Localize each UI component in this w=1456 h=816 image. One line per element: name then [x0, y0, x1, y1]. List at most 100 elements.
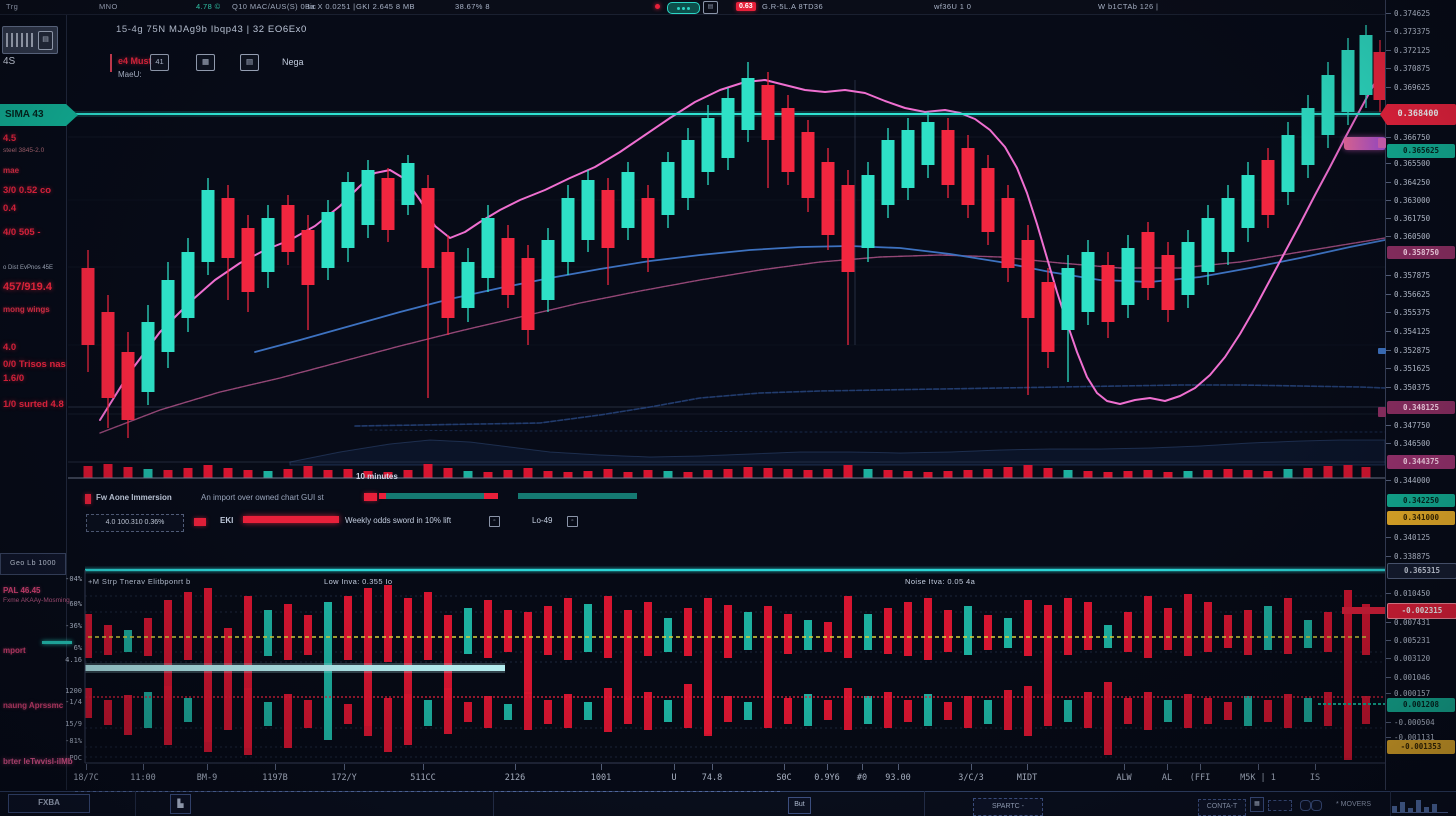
- legend-red-chip: [364, 493, 377, 501]
- time-tick-label: BM-9: [196, 773, 218, 783]
- watchlist-row: 1.6/0: [3, 373, 25, 384]
- account-box[interactable]: FXBA: [8, 794, 90, 813]
- right-price-axis[interactable]: 0.374625 0.373375 0.372125 0.370875 0.369625…: [1378, 0, 1456, 790]
- mini-toolbar[interactable]: ▤: [2, 26, 58, 54]
- spartc-button[interactable]: SPARTC -: [973, 798, 1043, 816]
- price-badge: -0.001353: [1387, 740, 1455, 754]
- chart-settings-icon[interactable]: ▤: [38, 30, 53, 50]
- price-tick-label: 0.365500: [1385, 159, 1431, 168]
- watchlist-row: 4/0 505 -: [3, 227, 41, 238]
- bars-button[interactable]: But: [788, 797, 811, 814]
- time-tick-label: U: [671, 773, 677, 783]
- price-tick-label: 0.357875: [1385, 271, 1431, 280]
- time-tick: [1315, 764, 1316, 770]
- watchlist-row: 457/919.4: [3, 281, 52, 293]
- toolbar-stat: Trg: [6, 2, 19, 11]
- price-tick-label: 0.355375: [1385, 308, 1431, 317]
- legend-swatch-icon: [85, 494, 91, 504]
- oscillator-tick-label: -04%: [65, 575, 82, 583]
- price-tick-label: 0.360500: [1385, 232, 1431, 241]
- time-tick-label: 18/7C: [73, 773, 99, 783]
- header-menu-label[interactable]: Nega: [282, 57, 304, 67]
- header-divider: [110, 54, 112, 72]
- checkbox-2[interactable]: ▫: [567, 516, 578, 527]
- toolbar-stat: G.R-5L.A 8TD36: [762, 2, 824, 11]
- contract-button[interactable]: CONTA-T: [1198, 799, 1246, 816]
- sidebar-section-header[interactable]: Geo Lb 1000: [0, 553, 66, 575]
- grid-view-icon[interactable]: ▦: [196, 54, 215, 71]
- time-tick-label: IS: [1309, 773, 1321, 783]
- price-tick-label: 0.374625: [1385, 9, 1431, 18]
- oscillator-title[interactable]: +M Strp Tnerav Elitbponrt b: [88, 577, 191, 586]
- price-tick-label: 0.363000: [1385, 196, 1431, 205]
- calendar-icon[interactable]: ▦: [1250, 797, 1264, 812]
- price-tick-label: 0.361750: [1385, 214, 1431, 223]
- top-toolbar: Trg MNO 4.78 © Q10 MAC/AUS(S) 0 tic Ba X 0.0…: [0, 0, 1385, 15]
- layout-icon[interactable]: ▤: [240, 54, 259, 71]
- time-tick: [207, 764, 208, 770]
- price-badge: 0.365315: [1387, 563, 1456, 579]
- red-progress-bar: [243, 516, 339, 523]
- image-icon[interactable]: ▙: [170, 794, 191, 814]
- oscillator-tick-label: -81%: [65, 737, 82, 745]
- time-tick-label: 2126: [504, 773, 526, 783]
- time-tick: [827, 764, 828, 770]
- toggle-pill-button[interactable]: [667, 2, 700, 14]
- price-tick-label: 0.347750: [1385, 421, 1431, 430]
- window-icon[interactable]: ▤: [703, 1, 718, 14]
- volume-pane-label: 10 minutes: [356, 472, 398, 481]
- price-tick-label: 0.007431: [1385, 618, 1431, 627]
- price-tick-label: 0.338875: [1385, 552, 1431, 561]
- indicator-level-badge[interactable]: SIMA 43: [0, 104, 78, 126]
- time-tick: [971, 764, 972, 770]
- time-tick-label: 93.00: [885, 773, 911, 783]
- legend-row2-note: Weekly odds sword in 10% lift: [345, 516, 452, 525]
- header-sub-label: MaeU:: [118, 70, 142, 79]
- stat-chip[interactable]: 4.0 100.310 0.36%: [86, 514, 184, 532]
- price-tick-label: 0.010450: [1385, 589, 1431, 598]
- legend-row1-label[interactable]: Fw Aone Immersion: [96, 493, 172, 502]
- toolbar-stat: wf36U 1 0: [934, 2, 972, 11]
- movers-label[interactable]: * MOVERS: [1336, 801, 1372, 808]
- time-tick-label: M5K | 1: [1240, 773, 1276, 783]
- gradient-price-tag: [1344, 137, 1386, 150]
- time-tick: [601, 764, 602, 770]
- list-pill-button[interactable]: [1268, 800, 1292, 811]
- oscillator-low-label: Low Inva: 0.355 Io: [324, 577, 393, 586]
- interval-button[interactable]: 41: [150, 54, 169, 71]
- oscillator-tick-label: -36%: [65, 622, 82, 630]
- oscillator-noise-label: Noise Itva: 0.05 4a: [905, 577, 976, 586]
- toolbar-stat: MNO: [99, 2, 118, 11]
- toggle-a-button[interactable]: [1300, 800, 1311, 811]
- toolbar-stat: W b1CTAb 126 |: [1098, 2, 1159, 11]
- toggle-b-button[interactable]: [1311, 800, 1322, 811]
- watchlist-row: 0/0 Trisos nas: [3, 359, 66, 370]
- time-tick: [1167, 764, 1168, 770]
- teal-indicator-dash: [42, 641, 72, 644]
- time-tick-label: ALW: [1116, 773, 1132, 783]
- legend-row1-note: An import over owned chart GUI st: [201, 493, 324, 502]
- volume-series: [83, 464, 1371, 478]
- oscillator-lower-bars: [85, 680, 1370, 758]
- time-tick: [898, 764, 899, 770]
- price-badge: 0.341000: [1387, 511, 1455, 525]
- price-tick-label: 0.003120: [1385, 654, 1431, 663]
- price-tick-label: 0.364250: [1385, 178, 1431, 187]
- price-tick-label: 0.372125: [1385, 46, 1431, 55]
- time-tick-label: 172/Y: [331, 773, 357, 783]
- price-badge: 0.358750: [1387, 246, 1455, 259]
- oscillator-tick-label: 60%: [69, 600, 82, 608]
- legend-row2-tag: EKI: [220, 516, 234, 525]
- watchlist-row: 4.5: [3, 133, 17, 144]
- price-tick-label: 0.366750: [1385, 133, 1431, 142]
- price-tick-label: 0.346500: [1385, 439, 1431, 448]
- toolbar-stat: 4.78 ©: [196, 2, 221, 11]
- sparkline-icon: [6, 33, 34, 47]
- checkbox-1[interactable]: ▫: [489, 516, 500, 527]
- watchlist-row: naung Aprssmc: [3, 701, 64, 710]
- watchlist-row: Fxme AKAAy-Mosming: [3, 597, 70, 604]
- price-tick-label: 0.356625: [1385, 290, 1431, 299]
- time-tick-label: MIDT: [1016, 773, 1038, 783]
- legend-row2-opt: Lo-49: [532, 516, 553, 525]
